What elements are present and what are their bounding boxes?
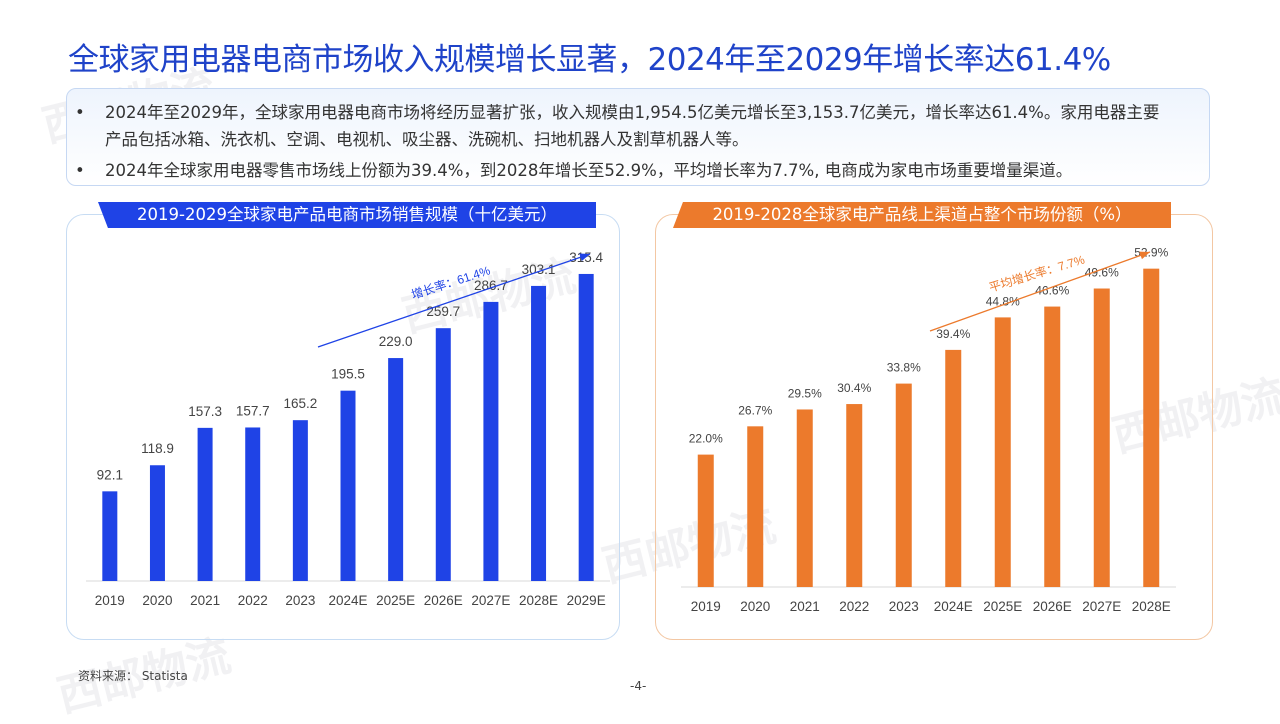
bar [435,328,451,581]
bar [1044,306,1061,587]
x-tick-label: 2019 [95,593,125,608]
x-tick-label: 2026E [424,593,463,608]
bar [747,426,764,587]
x-tick-label: 2028E [519,593,558,608]
x-tick-label: 2020 [740,599,770,614]
data-label: 229.0 [379,334,413,349]
x-tick-label: 2022 [839,599,869,614]
trend-arrow-head [579,253,590,262]
bar [531,285,547,581]
data-label: 29.5% [788,386,822,400]
bar [994,317,1011,587]
data-label: 118.9 [141,441,174,456]
sales-chart-title: 2019-2029全球家电产品电商市场销售规模（十亿美元） [98,202,596,228]
bullet-text: 2024年至2029年，全球家用电器电商市场将经历显著扩张，收入规模由1,954… [105,103,1160,149]
x-tick-label: 2019 [691,599,721,614]
trend-arrow [929,251,1151,332]
x-tick-label: 2027E [471,593,510,608]
data-label: 195.5 [331,367,365,382]
data-label: 315.4 [569,250,603,265]
bullet-text: 2024年全球家用电器零售市场线上份额为39.4%，到2028年增长至52.9%… [105,161,1073,180]
x-tick-label: 2025E [983,599,1022,614]
data-label: 39.4% [936,327,970,341]
trend-arrow-head [1139,251,1150,260]
data-label: 30.4% [837,381,871,395]
data-label: 259.7 [426,304,460,319]
bar [340,390,356,581]
bar [149,465,165,581]
data-label: 157.3 [188,404,222,419]
data-label: 44.8% [986,294,1020,308]
data-label: 49.6% [1085,266,1119,280]
bar [945,349,962,587]
bar [292,420,308,581]
page-number: -4- [630,679,647,693]
data-label: 46.6% [1035,284,1069,298]
bar [578,273,594,581]
data-label: 286.7 [474,278,508,293]
data-label: 303.1 [522,262,556,277]
data-label: 52.9% [1134,246,1168,260]
x-tick-label: 2027E [1082,599,1121,614]
x-tick-label: 2028E [1132,599,1171,614]
x-tick-label: 2024E [934,599,973,614]
data-label: 33.8% [887,361,921,375]
x-tick-label: 2026E [1033,599,1072,614]
bar [846,404,863,587]
x-tick-label: 2021 [790,599,820,614]
bar [697,454,714,587]
x-tick-label: 2029E [567,593,606,608]
x-tick-label: 2020 [142,593,172,608]
data-label: 157.7 [236,403,270,418]
bar [1143,268,1160,587]
bar [796,409,813,587]
data-label: 92.1 [97,467,123,482]
bullet-dot: • [75,161,85,180]
data-label: 165.2 [283,396,317,411]
bar [245,427,261,581]
data-label: 22.0% [689,432,723,446]
bar [895,383,912,587]
source-note: 资料来源： Statista [78,669,188,683]
bar [102,491,118,581]
x-tick-label: 2023 [889,599,919,614]
summary-box: • 2024年至2029年，全球家用电器电商市场将经历显著扩张，收入规模由1,9… [66,88,1210,186]
x-tick-label: 2025E [376,593,415,608]
data-label: 26.7% [738,403,772,417]
bullet-dot: • [75,103,85,122]
x-tick-label: 2024E [328,593,367,608]
bar [197,427,213,581]
x-tick-label: 2022 [238,593,268,608]
bar [1093,288,1110,587]
page-title: 全球家用电器电商市场收入规模增长显著，2024年至2029年增长率达61.4% [68,42,1111,78]
x-tick-label: 2021 [190,593,220,608]
share-chart-title: 2019-2028全球家电产品线上渠道占整个市场份额（%） [673,202,1171,228]
bar [483,301,499,581]
trend-arrow [317,253,591,348]
bar [388,358,404,581]
x-tick-label: 2023 [285,593,315,608]
